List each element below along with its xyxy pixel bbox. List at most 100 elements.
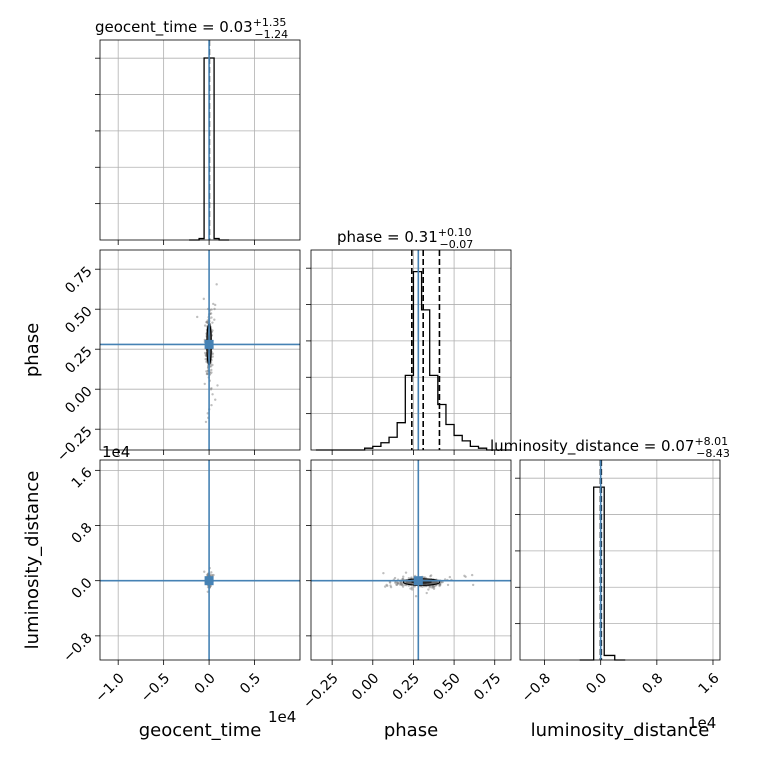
sample-point-phase-distance-213 (470, 573, 474, 577)
x-axis-label-geocent-time: geocent_time (139, 720, 262, 741)
ytick-label-row1-3: 0.50 (62, 304, 95, 337)
title-luminosity-distance-main: luminosity_distance = 0.07 (490, 437, 694, 456)
sample-point-phase-distance-348 (399, 580, 403, 584)
sample-point-time-phase-369 (206, 319, 209, 322)
ytick-label-row1-1: 0.00 (62, 384, 95, 417)
ytick-label-row1-2: 0.25 (62, 344, 95, 377)
sample-point-phase-distance-326 (401, 585, 405, 588)
title-luminosity-distance-upper: +8.01 (694, 435, 728, 448)
sample-point-phase-distance-334 (383, 585, 387, 588)
panel-1-0-frame (99, 249, 301, 451)
xtick-label-geocent-time-2: 0.0 (192, 670, 219, 697)
sample-point-phase-distance-244 (413, 585, 416, 588)
sample-point-phase-distance-356 (399, 583, 402, 586)
title-geocent-time: geocent_time = 0.03+1.35 −1.24 (95, 16, 288, 41)
sample-point-phase-distance-325 (422, 576, 425, 579)
ytick-label-row2-1: 0.0 (69, 575, 96, 602)
sample-point-time-phase-102 (213, 318, 216, 321)
truth-marker-phase-distance (413, 576, 423, 586)
sample-point-time-phase-23 (210, 403, 213, 407)
sample-point-time-phase-274 (210, 387, 213, 390)
sample-point-time-phase-63 (211, 393, 214, 396)
sample-point-phase-distance-361 (432, 585, 435, 588)
sample-point-phase-distance-327 (385, 583, 388, 587)
y-axis-label-phase: phase (22, 323, 43, 377)
sample-point-phase-distance-298 (425, 591, 428, 595)
sample-point-time-phase-354 (215, 283, 218, 286)
y-multiplier-luminosity-distance: 1e4 (102, 443, 130, 461)
grid-layer (100, 40, 720, 660)
sample-point-time-phase-116 (203, 382, 206, 386)
sample-point-time-phase-288 (211, 321, 214, 324)
title-phase-upper: +0.10 (438, 226, 472, 239)
sample-point-phase-distance-74 (382, 571, 385, 575)
sample-point-phase-distance-370 (394, 581, 397, 584)
frame-layer (99, 39, 721, 661)
tick-layer: −1.0 −0.5 0.0 0.5 −0.25 0.00 0.25 0.50 0.75 −0.8 0… (54, 57, 723, 712)
sample-point-phase-distance-186 (402, 575, 405, 578)
title-geocent-time-upper: +1.35 (253, 16, 287, 29)
sample-point-time-phase-199 (216, 384, 219, 387)
sample-point-time-phase-206 (202, 297, 205, 301)
sample-point-time-phase-336 (204, 420, 208, 424)
sample-point-phase-distance-138 (414, 595, 418, 598)
sample-point-phase-distance-76 (427, 588, 430, 591)
sample-point-phase-distance-354 (429, 574, 433, 577)
sample-point-time-phase-367 (205, 360, 208, 364)
sample-point-phase-distance-272 (432, 587, 436, 590)
panel-2-1-frame (310, 459, 512, 661)
sample-point-time-phase-185 (210, 371, 213, 374)
sample-point-phase-distance-360 (410, 586, 414, 589)
xtick-label-phase-0: −0.25 (300, 670, 342, 712)
sample-point-phase-distance-284 (438, 583, 442, 586)
xtick-label-geocent-time-1: −0.5 (138, 670, 173, 705)
sample-point-phase-distance-172 (393, 576, 397, 580)
sample-point-time-phase-350 (204, 357, 207, 361)
title-luminosity-distance-lower: −8.43 (696, 447, 730, 460)
x-multiplier-geocent-time: 1e4 (268, 708, 296, 726)
sample-point-phase-distance-132 (404, 571, 408, 574)
xtick-label-phase-4: 0.75 (471, 670, 504, 703)
xtick-label-geocent-time-3: 0.5 (237, 670, 264, 697)
panel-1-1-frame (310, 249, 512, 451)
xtick-label-phase-1: 0.00 (349, 670, 382, 703)
sample-point-phase-distance-377 (463, 574, 466, 577)
ytick-label-row2-2: 0.8 (69, 520, 96, 547)
x-axis-label-luminosity-distance: luminosity_distance (531, 720, 710, 741)
ytick-label-row2-3: 1.6 (69, 465, 96, 492)
sample-point-time-phase-277 (196, 315, 199, 319)
sample-point-time-phase-32 (210, 308, 213, 311)
truth-marker-time-distance (204, 576, 214, 586)
ytick-label-row2-0: −0.8 (60, 630, 95, 665)
sample-point-time-phase-47 (210, 368, 213, 372)
sample-point-phase-distance-374 (396, 581, 399, 584)
xtick-label-luminosity-distance-3: 1.6 (696, 670, 723, 697)
sample-point-time-phase-356 (213, 303, 217, 307)
sample-point-phase-distance-15 (446, 583, 450, 587)
sample-point-time-phase-238 (210, 316, 213, 319)
title-phase: phase = 0.31+0.10 −0.07 (337, 226, 473, 251)
title-phase-main: phase = 0.31 (337, 228, 438, 246)
x-axis-label-phase: phase (384, 720, 438, 741)
x-multiplier-luminosity-distance: 1e4 (688, 714, 716, 732)
sample-point-time-phase-130 (213, 307, 216, 311)
y-axis-label-luminosity-distance: luminosity_distance (22, 471, 43, 650)
title-geocent-time-lower: −1.24 (254, 28, 288, 41)
panel-2-0-frame (99, 459, 301, 661)
truth-marker-time-phase (204, 339, 214, 349)
sample-points-layer (196, 283, 475, 598)
ytick-label-row1-4: 0.75 (62, 264, 95, 297)
sample-point-time-distance-74 (210, 571, 213, 574)
sample-point-phase-distance-317 (471, 583, 475, 587)
sample-point-time-phase-340 (212, 302, 215, 306)
sample-point-time-distance-126 (203, 570, 206, 573)
xtick-label-phase-3: 0.50 (430, 670, 463, 703)
xtick-label-luminosity-distance-2: 0.8 (639, 670, 666, 697)
sample-point-time-phase-358 (214, 398, 217, 401)
data-layer (100, 40, 626, 661)
sample-point-phase-distance-197 (401, 577, 405, 580)
panel-2-2-frame (519, 459, 721, 661)
ytick-label-row1-0: −0.25 (54, 424, 96, 466)
sample-point-phase-distance-251 (389, 585, 393, 589)
